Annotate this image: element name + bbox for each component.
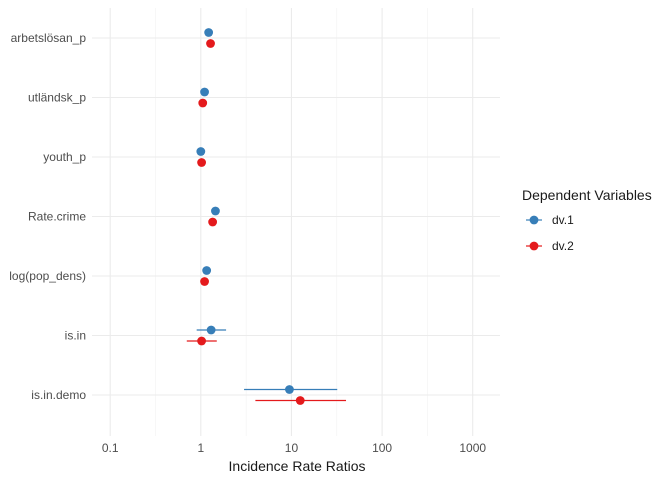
legend-key-point [529,215,539,225]
point-dv.2 [198,98,208,108]
y-tick-label: youth_p [43,150,86,164]
point-dv.2 [200,277,209,286]
x-tick-label: 10 [285,441,299,455]
x-axis-title: Incidence Rate Ratios [229,458,366,474]
legend-key-point [529,241,539,251]
point-dv.2 [206,39,215,48]
y-tick-label: log(pop_dens) [9,269,86,283]
minor-gridlines [155,8,428,436]
point-dv.2 [197,158,206,167]
point-dv.1 [196,147,206,156]
x-axis-tick-labels: 0.1 1 10 100 1000 [102,441,487,455]
major-gridlines [92,8,500,436]
y-tick-label: arbetslösan_p [11,31,87,45]
point-dv.1 [285,385,294,394]
y-tick-label: is.in [65,329,86,343]
legend-label: dv.1 [552,213,574,227]
y-tick-label: utländsk_p [28,91,86,105]
legend-title: Dependent Variables [522,187,652,203]
point-dv.1 [206,325,216,335]
point-dv.1 [211,206,220,216]
point-dv.1 [204,28,214,37]
x-tick-label: 1000 [459,441,486,455]
legend-label: dv.2 [552,239,574,253]
plot-marks [186,28,347,405]
point-dv.2 [197,336,206,346]
point-dv.2 [208,217,218,227]
x-tick-label: 1 [197,441,204,455]
point-dv.1 [202,266,212,275]
y-tick-label: is.in.demo [31,388,86,402]
x-tick-label: 100 [372,441,392,455]
legend-items: dv.1 dv.2 [526,213,574,253]
point-dv.1 [200,87,209,97]
legend: Dependent Variables dv.1 dv.2 [522,187,652,253]
x-tick-label: 0.1 [102,441,119,455]
y-axis-tick-labels: arbetslösan_p utländsk_p youth_p Rate.crime… [9,31,86,402]
point-dv.2 [295,396,305,405]
y-tick-label: Rate.crime [28,210,86,224]
